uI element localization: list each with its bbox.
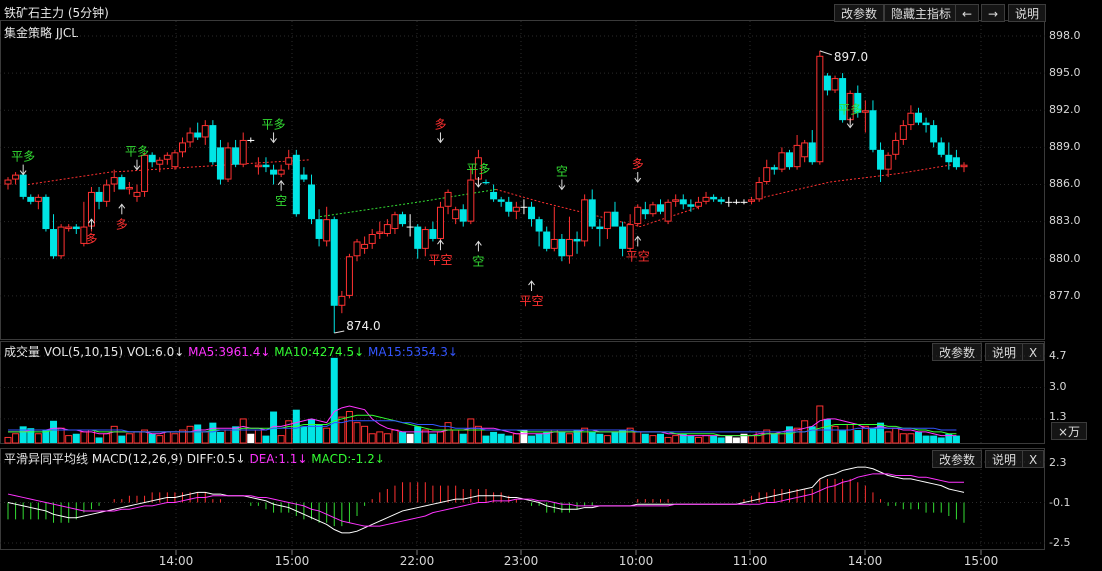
time-tick-label: 10:00	[618, 554, 654, 568]
ma15-value: MA15:5354.3↓	[367, 345, 458, 359]
volume-tick-label: 1.3	[1049, 410, 1067, 423]
volume-label: 成交量 VOL(5,10,15)	[4, 345, 124, 359]
volume-header: 成交量 VOL(5,10,15) VOL:6.0↓ MA5:3961.4↓ MA…	[4, 343, 458, 360]
macd-tick-label: -0.1	[1049, 496, 1071, 509]
macd-tick-label: -2.5	[1049, 536, 1071, 549]
prev-arrow-button[interactable]: ←	[955, 4, 980, 22]
ma10-value: MA10:4274.5↓	[274, 345, 365, 359]
edit-params-button[interactable]: 改参数	[834, 4, 885, 22]
price-tick-label: 889.0	[1049, 140, 1081, 153]
macd-close-button[interactable]: X	[1022, 450, 1045, 468]
instrument-title: 铁矿石主力 (5分钟)	[4, 6, 109, 20]
time-tick-label: 15:00	[963, 554, 999, 568]
volume-edit-params-button[interactable]: 改参数	[932, 343, 983, 361]
dea-value: DEA:1.1↓	[249, 452, 308, 466]
macd-header: 平滑异同平均线 MACD(12,26,9) DIFF:0.5↓ DEA:1.1↓…	[4, 450, 385, 467]
time-tick-label: 23:00	[503, 554, 539, 568]
ma5-value: MA5:3961.4↓	[188, 345, 271, 359]
macd-label: 平滑异同平均线 MACD(12,26,9)	[4, 452, 183, 466]
volume-tick-label: 4.7	[1049, 349, 1067, 362]
next-arrow-button[interactable]: →	[981, 4, 1006, 22]
strategy-label: 集金策略 JJCL	[4, 26, 78, 40]
price-tick-label: 898.0	[1049, 29, 1081, 42]
macd-pane	[0, 448, 1045, 550]
price-tick-label: 880.0	[1049, 252, 1081, 265]
time-tick-label: 22:00	[399, 554, 435, 568]
volume-tick-label: 3.0	[1049, 380, 1067, 393]
volume-pane	[0, 341, 1045, 444]
price-pane	[0, 20, 1045, 340]
price-tick-label: 886.0	[1049, 177, 1081, 190]
price-tick-label: 883.0	[1049, 214, 1081, 227]
help-button[interactable]: 说明	[1008, 4, 1047, 22]
volume-close-button[interactable]: X	[1022, 343, 1045, 361]
volume-help-button[interactable]: 说明	[985, 343, 1024, 361]
time-tick-label: 14:00	[158, 554, 194, 568]
time-tick-label: 14:00	[847, 554, 883, 568]
price-tick-label: 892.0	[1049, 103, 1081, 116]
macd-tick-label: 2.3	[1049, 456, 1067, 469]
price-tick-label: 877.0	[1049, 289, 1081, 302]
macd-edit-params-button[interactable]: 改参数	[932, 450, 983, 468]
time-tick-label: 11:00	[732, 554, 768, 568]
volume-unit-button[interactable]: ×万	[1051, 422, 1088, 440]
hide-main-indicator-button[interactable]: 隐藏主指标	[884, 4, 959, 22]
time-tick-label: 15:00	[274, 554, 310, 568]
volume-value: VOL:6.0↓	[126, 345, 185, 359]
price-tick-label: 895.0	[1049, 66, 1081, 79]
diff-value: DIFF:0.5↓	[186, 452, 246, 466]
macd-value: MACD:-1.2↓	[311, 452, 385, 466]
macd-help-button[interactable]: 说明	[985, 450, 1024, 468]
